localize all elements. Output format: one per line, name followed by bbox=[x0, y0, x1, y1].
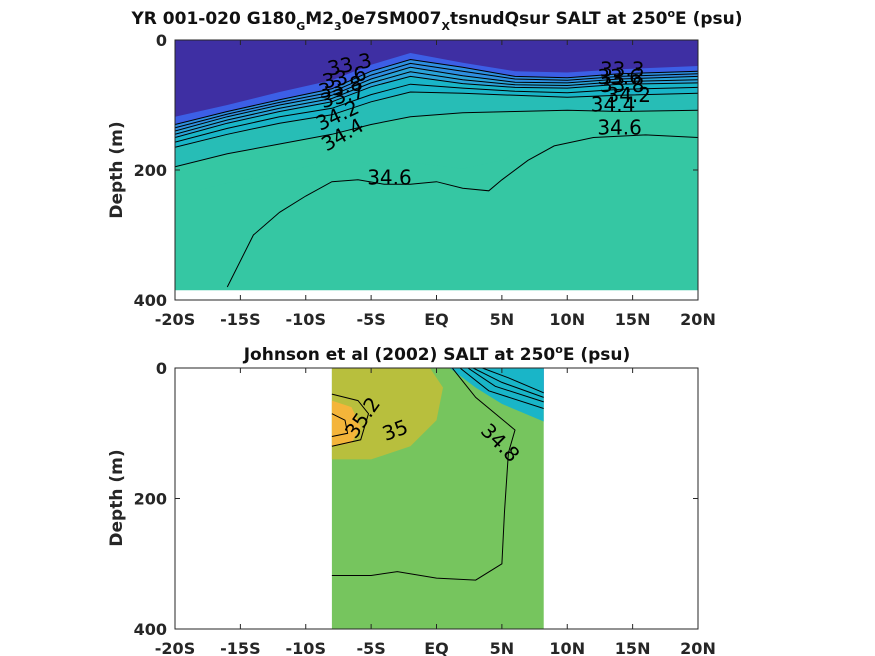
x-tick-label: 15N bbox=[615, 310, 651, 329]
contour-label: 34.6 bbox=[367, 165, 412, 189]
x-tick-label: -20S bbox=[155, 310, 195, 329]
x-tick-label: EQ bbox=[424, 310, 449, 329]
x-tick-label: 5N bbox=[490, 639, 515, 656]
x-tick-label: 10N bbox=[549, 639, 585, 656]
panel-model-contour-labels: 33.333.633.833.734.234.434.633.333.633.8… bbox=[312, 48, 651, 189]
contour-line bbox=[467, 368, 544, 403]
contour-line bbox=[459, 368, 544, 409]
x-tick-label: 5N bbox=[490, 310, 515, 329]
contour-line bbox=[331, 413, 349, 437]
panel-model: YR 001-020 G180GM230e7SM007XtsnudQsur SA… bbox=[107, 7, 743, 329]
x-tick-label: EQ bbox=[424, 639, 449, 656]
contour-line bbox=[175, 91, 698, 148]
panel-model-salinity-field bbox=[175, 40, 698, 291]
x-tick-label: -10S bbox=[286, 639, 326, 656]
panel-model-y-axis-label: Depth (m) bbox=[107, 121, 127, 218]
salinity-layer bbox=[175, 40, 698, 117]
x-tick-label: -15S bbox=[220, 639, 260, 656]
contour-line bbox=[482, 368, 544, 394]
y-tick-label: 400 bbox=[134, 291, 167, 310]
contour-label: 33.3 bbox=[600, 57, 645, 81]
y-tick-label: 200 bbox=[134, 161, 167, 180]
panel-observed-contours bbox=[331, 368, 544, 581]
panel-observed-y-axis-label: Depth (m) bbox=[107, 449, 127, 546]
panel-observed-y-ticks: 0 200 400 bbox=[134, 359, 698, 639]
contour-label: 33.6 bbox=[597, 65, 642, 89]
x-tick-label: -5S bbox=[356, 639, 385, 656]
contour-line bbox=[175, 66, 698, 132]
panel-model-x-ticks: -20S -15S -10S -5S EQ 5N 10N 15N 20N bbox=[155, 40, 716, 329]
salinity-layer bbox=[449, 368, 544, 422]
contour-line bbox=[175, 75, 698, 138]
panel-observed: Johnson et al (2002) SALT at 250oE (psu)… bbox=[107, 343, 716, 656]
x-tick-label: 20N bbox=[680, 310, 716, 329]
x-tick-label: -20S bbox=[155, 639, 195, 656]
panel-model-contours bbox=[175, 58, 698, 288]
contour-line bbox=[226, 134, 698, 288]
contour-label: 34.6 bbox=[597, 115, 642, 139]
contour-line bbox=[175, 83, 698, 143]
contour-line bbox=[331, 393, 370, 447]
x-tick-label: 10N bbox=[549, 310, 585, 329]
x-tick-label: -10S bbox=[286, 310, 326, 329]
contour-line bbox=[175, 71, 698, 135]
contour-label: 34.2 bbox=[606, 83, 651, 107]
contour-line bbox=[175, 109, 698, 168]
y-tick-label: 0 bbox=[156, 31, 167, 50]
contour-line bbox=[331, 368, 516, 581]
y-tick-label: 0 bbox=[156, 359, 167, 378]
x-tick-label: 20N bbox=[680, 639, 716, 656]
contour-line bbox=[175, 62, 698, 129]
contour-label: 33.8 bbox=[600, 73, 645, 97]
y-tick-label: 400 bbox=[134, 620, 167, 639]
contour-label: 34.4 bbox=[591, 93, 636, 117]
panel-observed-title: Johnson et al (2002) SALT at 250oE (psu) bbox=[243, 343, 631, 365]
contour-line bbox=[472, 368, 544, 398]
x-tick-label: 15N bbox=[615, 639, 651, 656]
x-tick-label: -15S bbox=[220, 310, 260, 329]
contour-line bbox=[175, 58, 698, 125]
panel-observed-x-ticks: -20S -15S -10S -5S EQ 5N 10N 15N 20N bbox=[155, 368, 716, 656]
panel-model-title: YR 001-020 G180GM230e7SM007XtsnudQsur SA… bbox=[130, 7, 742, 33]
y-tick-label: 200 bbox=[134, 490, 167, 509]
panel-model-y-ticks: 0 200 400 bbox=[134, 31, 698, 310]
salinity-layer bbox=[331, 368, 443, 460]
x-tick-label: -5S bbox=[356, 310, 385, 329]
